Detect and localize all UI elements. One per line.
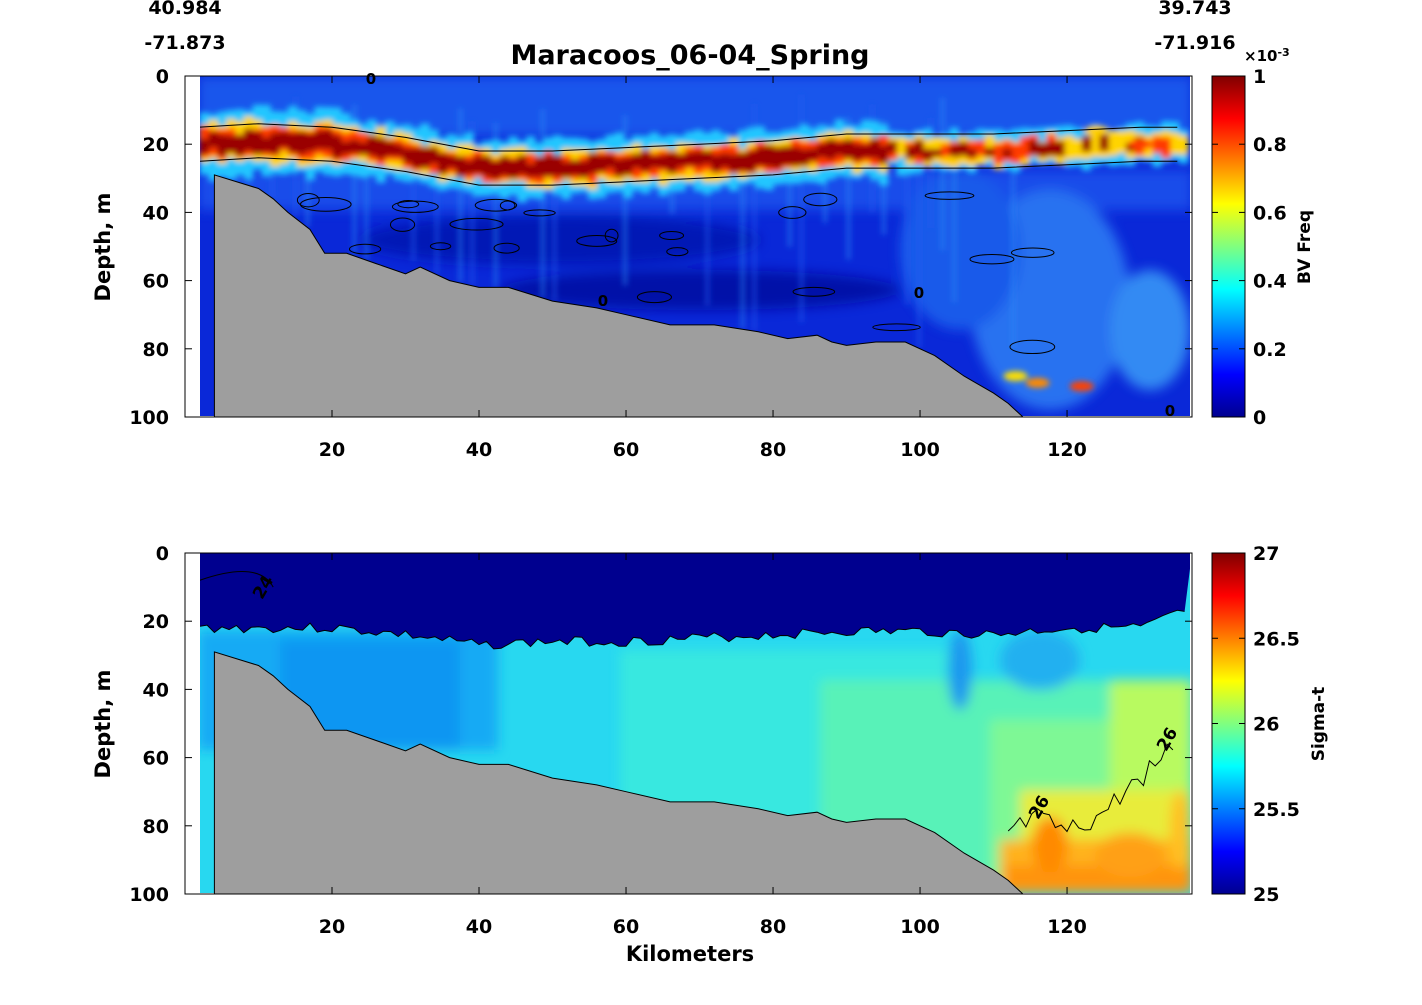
contour-line [1010, 247, 1055, 258]
colorbar-bv-freq [1211, 75, 1246, 418]
bathymetry-bottom [213, 651, 1025, 895]
contour-line [803, 192, 838, 207]
contour-label-top: 0 [914, 284, 924, 302]
contour-label-top: 0 [1165, 402, 1175, 420]
x-tick-label: 80 [760, 916, 786, 938]
y-tick-label: 0 [156, 543, 169, 565]
contour-label-top: 0 [366, 70, 376, 88]
contour-line [397, 200, 420, 209]
contour-line [872, 323, 921, 332]
x-tick-label: 100 [900, 916, 940, 938]
contour-line [778, 206, 807, 219]
contour-line [389, 217, 416, 232]
contour-line [200, 123, 1178, 152]
start-longitude: -71.873 [144, 32, 225, 54]
contour-line [348, 243, 382, 255]
contour-line [659, 230, 685, 241]
contour-line [391, 200, 439, 213]
end-latitude: 39.743 [1158, 0, 1231, 19]
end-longitude: -71.916 [1154, 32, 1235, 54]
colorbar-tick-label: 1 [1253, 66, 1266, 88]
x-tick-label: 60 [613, 916, 639, 938]
y-tick-label: 80 [143, 339, 169, 361]
x-tick-label: 120 [1047, 439, 1087, 461]
x-axis-label: Kilometers [626, 942, 754, 966]
contour-line [429, 242, 452, 251]
y-tick-label: 20 [143, 134, 169, 156]
x-tick-label: 100 [900, 439, 940, 461]
start-latitude: 40.984 [148, 0, 221, 19]
contour-line [449, 217, 504, 231]
colorbar-tick-label: 26 [1253, 714, 1279, 736]
y-tick-label: 40 [143, 202, 169, 224]
contour-line [499, 200, 516, 211]
colorbar-tick-label: 0.2 [1253, 339, 1287, 361]
x-tick-label: 40 [466, 439, 492, 461]
y-axis-label-bottom: Depth, m [91, 670, 115, 779]
colorbar-tick-label: 25 [1253, 884, 1279, 906]
contour-line-25 [200, 609, 1185, 650]
bv-freq-panel: 0 0 0 0 20 40 60 80 100 120 0 20 40 60 80 100 Depth… [91, 46, 1315, 461]
contour-line [969, 254, 1015, 265]
y-tick-label: 60 [143, 748, 169, 770]
colorbar-tick-label: 0.4 [1253, 271, 1287, 293]
colorbar-tick-label: 0.6 [1253, 202, 1287, 224]
contour-line [666, 247, 689, 257]
colorbar-multiplier: ×10-3 [1244, 46, 1290, 65]
chart-title: Maracoos_06-04_Spring [510, 40, 869, 71]
contour-line [604, 228, 619, 243]
contour-line [576, 235, 618, 247]
y-tick-label: 100 [129, 884, 169, 906]
contour-line [296, 193, 320, 208]
contour-line [1009, 339, 1056, 355]
y-tick-label: 0 [156, 66, 169, 88]
bathymetry-top [213, 174, 1025, 418]
contour-label-top: 0 [598, 292, 608, 310]
x-tick-label: 20 [319, 916, 345, 938]
y-tick-label: 20 [143, 611, 169, 633]
x-tick-label: 40 [466, 916, 492, 938]
contour-line [474, 198, 518, 212]
x-tick-label: 60 [613, 439, 639, 461]
contour-line [792, 286, 836, 297]
y-tick-label: 60 [143, 271, 169, 293]
contour-line [200, 157, 1178, 186]
colorbar-tick-label: 0.8 [1253, 134, 1287, 156]
colorbar-label-sigma-t: Sigma-t [1309, 687, 1329, 762]
colorbar-tick-label: 27 [1253, 543, 1279, 565]
y-tick-label: 80 [143, 816, 169, 838]
x-tick-label: 20 [319, 439, 345, 461]
colorbar-tick-label: 26.5 [1253, 628, 1300, 650]
contour-line-24 [200, 571, 274, 588]
contour-line [523, 209, 556, 217]
colorbar-tick-label: 25.5 [1253, 799, 1300, 821]
colorbar-label-bv-freq: BV Freq [1295, 210, 1315, 284]
x-tick-label: 120 [1047, 916, 1087, 938]
contour-line-26 [1007, 743, 1174, 833]
contour-line [924, 191, 975, 200]
y-tick-label: 100 [129, 407, 169, 429]
y-tick-label: 40 [143, 679, 169, 701]
contour-line [636, 291, 672, 304]
y-axis-label-top: Depth, m [91, 193, 115, 302]
axes-frame-bottom [184, 552, 1193, 895]
contour-line [493, 242, 520, 254]
colorbar-tick-label: 0 [1253, 407, 1266, 429]
bv-contours [200, 123, 1178, 355]
sigma-t-contours [200, 571, 1185, 833]
x-tick-label: 80 [760, 439, 786, 461]
axes-frame-top [184, 75, 1193, 418]
